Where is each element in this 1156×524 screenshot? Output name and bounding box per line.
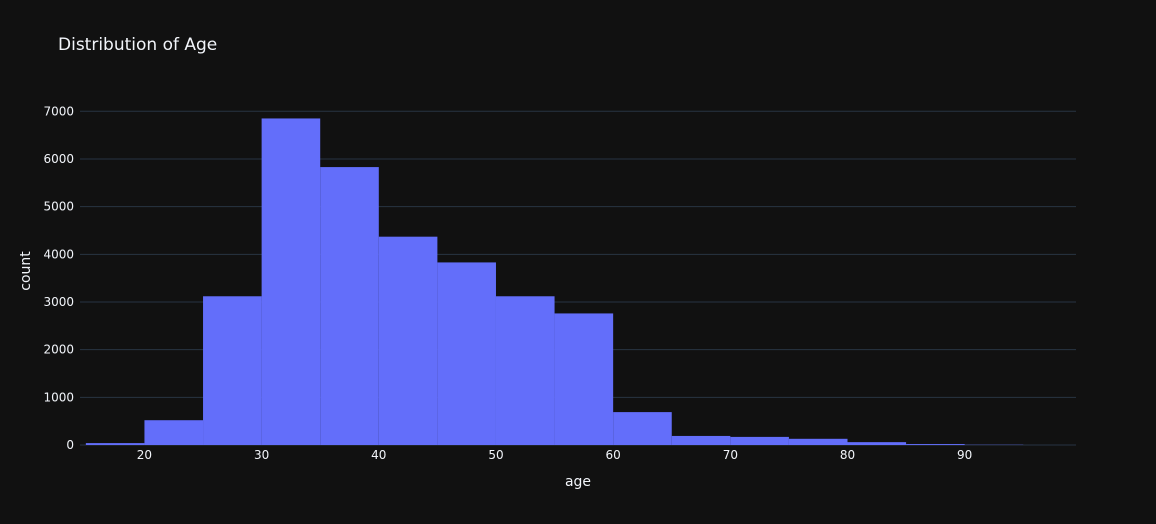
x-tick-label: 30	[254, 448, 269, 462]
histogram-bar[interactable]	[437, 262, 496, 445]
histogram-bar[interactable]	[495, 296, 555, 445]
y-tick-label: 3000	[43, 295, 74, 309]
histogram-bar[interactable]	[554, 313, 614, 445]
histogram-bar[interactable]	[378, 236, 438, 445]
histogram-bar[interactable]	[847, 442, 907, 445]
x-tick-label: 70	[723, 448, 738, 462]
y-tick-label: 5000	[43, 200, 74, 214]
y-tick-label: 2000	[43, 343, 74, 357]
histogram-bar[interactable]	[730, 436, 789, 445]
y-axis-ticks: 0 1000 2000 3000 4000 5000 6000 7000	[43, 104, 74, 452]
x-tick-label: 90	[957, 448, 972, 462]
x-tick-label: 50	[488, 448, 503, 462]
x-tick-label: 80	[840, 448, 855, 462]
x-tick-label: 20	[137, 448, 152, 462]
chart-title: Distribution of Age	[58, 35, 217, 55]
histogram-bar[interactable]	[320, 167, 379, 445]
y-tick-label: 1000	[43, 390, 74, 404]
y-tick-label: 0	[66, 438, 74, 452]
y-tick-label: 6000	[43, 152, 74, 166]
histogram-bar[interactable]	[203, 296, 262, 445]
bars	[85, 118, 1024, 445]
y-tick-label: 4000	[43, 247, 74, 261]
histogram-bar[interactable]	[613, 412, 672, 445]
histogram-bar[interactable]	[261, 118, 321, 445]
x-axis-title: age	[565, 474, 591, 490]
x-axis-ticks: 20 30 40 50 60 70 80 90	[137, 448, 973, 462]
histogram-bar[interactable]	[144, 420, 204, 445]
histogram-bar[interactable]	[788, 438, 848, 445]
y-axis-title: count	[18, 251, 34, 291]
x-tick-label: 60	[606, 448, 621, 462]
histogram-bar[interactable]	[85, 443, 145, 445]
x-tick-label: 40	[371, 448, 386, 462]
y-tick-label: 7000	[43, 104, 74, 118]
histogram-bar[interactable]	[906, 444, 965, 445]
histogram-bar[interactable]	[671, 435, 731, 445]
